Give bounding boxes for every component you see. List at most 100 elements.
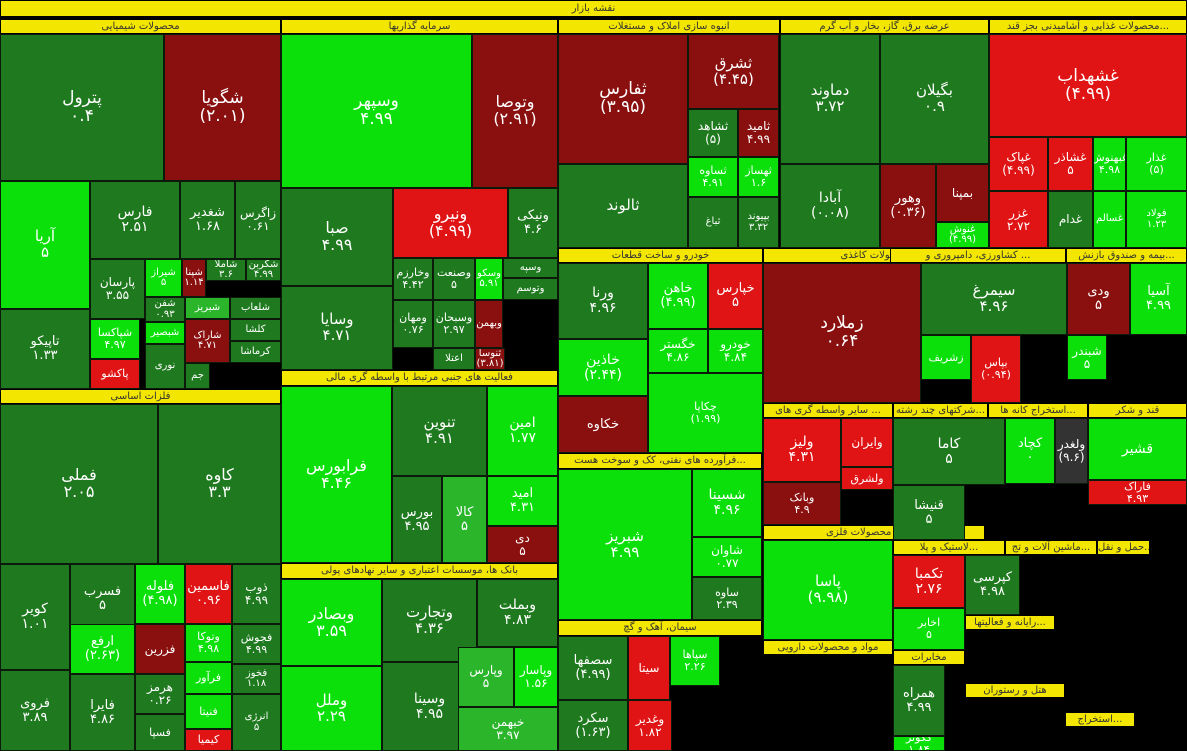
stock-tile[interactable]: کاوه ۳.۳ xyxy=(158,404,281,564)
stock-tile[interactable]: آسیا ۴.۹۹ xyxy=(1130,263,1187,335)
stock-tile[interactable]: ذوب ۴.۹۹ xyxy=(232,564,281,624)
stock-tile[interactable]: کیمیا xyxy=(185,729,232,751)
stock-tile[interactable]: وایران xyxy=(841,418,893,467)
stock-tile[interactable]: زملارد ۰.۶۴ xyxy=(763,263,921,403)
group-header[interactable]: استخراج کانه ها... xyxy=(988,403,1088,418)
stock-tile[interactable]: وبصادر ۳.۵۹ xyxy=(281,579,382,666)
stock-tile[interactable]: فایرا ۴.۸۶ xyxy=(70,674,135,751)
stock-tile[interactable]: امین ۱.۷۷ xyxy=(487,386,558,476)
stock-tile[interactable]: ورنا ۴.۹۶ xyxy=(558,263,648,339)
stock-tile[interactable]: ومهان ۰.۷۶ xyxy=(393,300,433,348)
stock-tile[interactable]: غسالم xyxy=(1093,191,1126,248)
stock-tile[interactable]: فخوز ۱.۱۸ xyxy=(232,664,281,694)
stock-tile[interactable]: فزرین xyxy=(135,624,185,674)
stock-tile[interactable]: غبهنوش ۴.۹۸ xyxy=(1093,137,1126,191)
stock-tile[interactable]: خبهمن ۳.۹۷ xyxy=(458,707,558,751)
stock-tile[interactable]: زشریف xyxy=(921,335,971,380)
stock-tile[interactable]: شپنا ۱.۱۴ xyxy=(182,259,206,297)
stock-tile[interactable]: شگویا (۲.۰۱) xyxy=(164,34,281,181)
stock-tile[interactable]: خودرو ۴.۸۴ xyxy=(708,329,763,373)
stock-tile[interactable]: وسکو ۵.۹۱ xyxy=(475,258,503,300)
stock-tile[interactable]: خکاوه xyxy=(558,396,648,453)
stock-tile[interactable]: شبریز xyxy=(185,297,230,319)
stock-tile[interactable]: فملی ۲.۰۵ xyxy=(0,404,158,564)
stock-tile[interactable]: کرماشا xyxy=(230,341,281,363)
stock-tile[interactable]: فروی ۳.۸۹ xyxy=(0,670,70,751)
stock-tile[interactable]: ثامید ۴.۹۹ xyxy=(738,109,779,157)
stock-tile[interactable]: اخابر ۵ xyxy=(893,608,965,650)
stock-tile[interactable]: وسبحان ۲.۹۷ xyxy=(433,300,475,348)
group-header[interactable]: سیمان، آهک و گچ xyxy=(558,620,762,636)
group-header[interactable]: خودرو و ساخت قطعات xyxy=(558,248,763,263)
stock-tile[interactable]: بپیوند ۳.۳۲ xyxy=(738,197,779,248)
stock-tile[interactable]: فرابورس ۴.۴۶ xyxy=(281,386,392,563)
stock-tile[interactable]: بمپنا xyxy=(936,164,989,222)
stock-tile[interactable]: زاگرس ۰.۶۱ xyxy=(235,181,281,259)
stock-tile[interactable]: تاپیکو ۱.۳۳ xyxy=(0,309,90,389)
stock-tile[interactable]: وتوصا (۲.۹۱) xyxy=(472,34,558,188)
stock-tile[interactable]: فولاد ۱.۲۳ xyxy=(1126,191,1187,248)
group-header[interactable]: سایر واسطه گری های ... xyxy=(763,403,893,418)
stock-tile[interactable]: تنوین ۴.۹۱ xyxy=(392,386,487,476)
stock-tile[interactable]: فرآور xyxy=(185,662,232,694)
group-header[interactable]: کشاورزی، دامپروری و ... xyxy=(890,248,1066,263)
stock-tile[interactable]: آبادا (۰.۰۸) xyxy=(780,164,880,248)
stock-tile[interactable]: فارس ۲.۵۱ xyxy=(90,181,180,259)
stock-tile[interactable]: جم xyxy=(185,363,210,389)
stock-tile[interactable]: صبا ۴.۹۹ xyxy=(281,188,393,286)
group-header[interactable]: مواد و محصولات دارویی xyxy=(763,640,893,655)
stock-tile[interactable]: وبملت ۴.۸۳ xyxy=(477,579,558,647)
stock-tile[interactable]: بگیلان ۰.۹ xyxy=(880,34,989,164)
stock-tile[interactable]: وسپه xyxy=(503,258,558,278)
stock-tile[interactable]: امید ۴.۳۱ xyxy=(487,476,558,526)
group-header[interactable]: هتل و رستوران xyxy=(965,683,1065,698)
stock-tile[interactable]: فسرب ۵ xyxy=(70,564,135,634)
stock-tile[interactable]: کچاد ۰ xyxy=(1005,418,1055,484)
stock-tile[interactable]: ثفارس (۳.۹۵) xyxy=(558,34,688,164)
stock-tile[interactable]: فسپا xyxy=(135,714,185,751)
stock-tile[interactable]: چکاپا (۱.۹۹) xyxy=(648,373,763,453)
stock-tile[interactable]: اعتلا xyxy=(433,348,475,370)
stock-tile[interactable]: غزر ۲.۷۲ xyxy=(989,191,1048,248)
stock-tile[interactable]: وبانک ۴.۹ xyxy=(763,482,841,525)
stock-tile[interactable]: وصنعت ۵ xyxy=(433,258,475,300)
stock-tile[interactable]: کویر ۱.۰۱ xyxy=(0,564,70,670)
stock-tile[interactable]: وسایا ۴.۷۱ xyxy=(281,286,393,370)
stock-tile[interactable]: کالا ۵ xyxy=(442,476,487,563)
stock-tile[interactable]: دماوند ۳.۷۲ xyxy=(780,34,880,164)
stock-tile[interactable]: ولغدر (۹.۶) xyxy=(1055,418,1088,484)
group-header[interactable]: بیمه و صندوق بازنش... xyxy=(1066,248,1187,263)
stock-tile[interactable]: ثشاهد (۵) xyxy=(688,109,738,157)
stock-tile[interactable]: ثالوند xyxy=(558,164,688,248)
stock-tile[interactable]: غدام xyxy=(1048,191,1093,248)
stock-tile[interactable]: ثباغ xyxy=(688,197,738,248)
stock-tile[interactable]: کپرسی ۴.۹۸ xyxy=(965,555,1020,615)
stock-tile[interactable]: انرژی ۵ xyxy=(232,694,281,751)
stock-tile[interactable]: وملل ۲.۲۹ xyxy=(281,666,382,751)
stock-tile[interactable]: شبصیر xyxy=(145,322,185,344)
stock-tile[interactable]: غشاذر ۵ xyxy=(1048,137,1093,191)
stock-tile[interactable]: ونیکی ۴.۶ xyxy=(508,188,558,258)
stock-tile[interactable]: فلوله (۴.۹۸) xyxy=(135,564,185,624)
group-header[interactable]: محصولات غذایی و آشامیدنی بجز قند... xyxy=(989,19,1187,34)
stock-tile[interactable]: وغدیر ۱.۸۲ xyxy=(628,700,672,751)
group-header[interactable]: فرآورده های نفتی، کک و سوخت هست... xyxy=(558,453,762,469)
stock-tile[interactable]: پاسا (۹.۹۸) xyxy=(763,540,893,640)
stock-tile[interactable]: بپاس (۰.۹۴) xyxy=(971,335,1021,403)
stock-tile[interactable]: ثنوسا (۳.۸۱) xyxy=(475,348,505,370)
group-header[interactable]: فلزات اساسی xyxy=(0,389,281,404)
stock-tile[interactable]: قشیر xyxy=(1088,418,1187,480)
stock-tile[interactable]: سصفها (۴.۹۹) xyxy=(558,636,628,700)
stock-tile[interactable]: فاسمین ۰.۹۶ xyxy=(185,564,232,624)
stock-tile[interactable]: شفن ۰.۹۳ xyxy=(145,297,185,322)
stock-tile[interactable]: خاهن (۴.۹۹) xyxy=(648,263,708,329)
stock-tile[interactable]: شلعاب xyxy=(230,297,281,319)
stock-tile[interactable]: پارسان ۳.۵۵ xyxy=(90,259,145,319)
stock-tile[interactable]: شاملا ۳.۶ xyxy=(206,259,246,281)
stock-tile[interactable]: ونیرو (۴.۹۹) xyxy=(393,188,508,258)
stock-tile[interactable]: وپارس ۵ xyxy=(458,647,514,707)
stock-tile[interactable]: شاراک ۴.۷۱ xyxy=(185,319,230,363)
stock-tile[interactable]: سیمرغ ۴.۹۶ xyxy=(921,263,1067,335)
group-header[interactable]: عرضه برق، گاز، بخار و آب گرم xyxy=(780,19,989,34)
stock-tile[interactable]: غشهداب (۴.۹۹) xyxy=(989,34,1187,137)
